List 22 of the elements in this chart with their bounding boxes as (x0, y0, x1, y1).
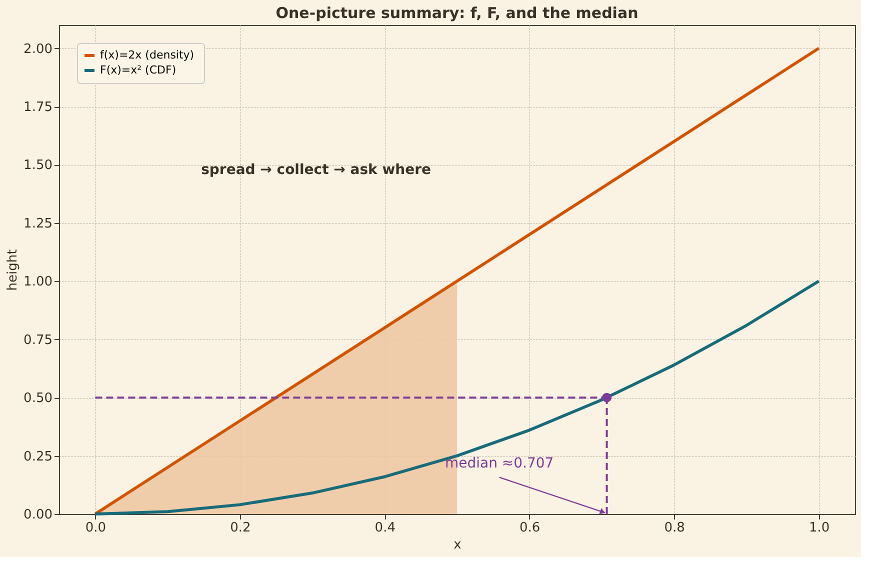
y-tick-label: 0.50 (24, 391, 52, 406)
x-tick-label: 0.2 (230, 520, 251, 536)
x-tick-label: 0.8 (664, 520, 685, 536)
x-tick-label: 1.0 (808, 520, 830, 536)
y-tick-label: 1.25 (24, 216, 52, 232)
x-axis-title: x (454, 538, 462, 552)
y-tick-label: 0.75 (24, 332, 52, 348)
x-tick-label: 0.6 (520, 520, 540, 536)
legend-label: f(x)=2x (density) (100, 48, 194, 62)
y-tick-label: 2.00 (24, 42, 52, 57)
x-tick-label: 0.4 (374, 520, 396, 536)
annotation: median ≈0.707 (444, 455, 554, 472)
y-tick-label: 1.50 (24, 158, 52, 174)
y-axis-title: height (6, 249, 21, 291)
y-tick-label: 0.25 (24, 449, 52, 464)
y-tick-label: 1.00 (24, 274, 52, 290)
y-tick-label: 0.00 (24, 508, 52, 522)
x-tick-label: 0.0 (85, 520, 106, 536)
y-tick-label: 1.75 (24, 100, 52, 115)
legend-label: F(x)=x² (CDF) (100, 64, 176, 76)
chart-title: One-picture summary: f, F, and the median (276, 4, 638, 22)
annotation: spread → collect → ask where (201, 162, 432, 178)
